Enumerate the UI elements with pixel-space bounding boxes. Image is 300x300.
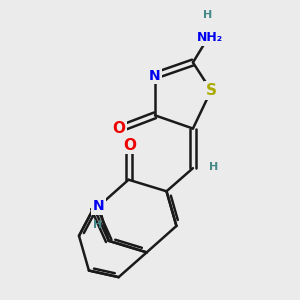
Text: H: H: [92, 220, 102, 230]
Text: O: O: [112, 121, 125, 136]
Text: O: O: [124, 137, 137, 152]
Text: S: S: [206, 83, 217, 98]
Text: N: N: [149, 69, 161, 83]
Text: N: N: [93, 199, 105, 213]
Text: H: H: [203, 10, 212, 20]
Text: NH₂: NH₂: [196, 31, 223, 44]
Text: H: H: [209, 161, 218, 172]
